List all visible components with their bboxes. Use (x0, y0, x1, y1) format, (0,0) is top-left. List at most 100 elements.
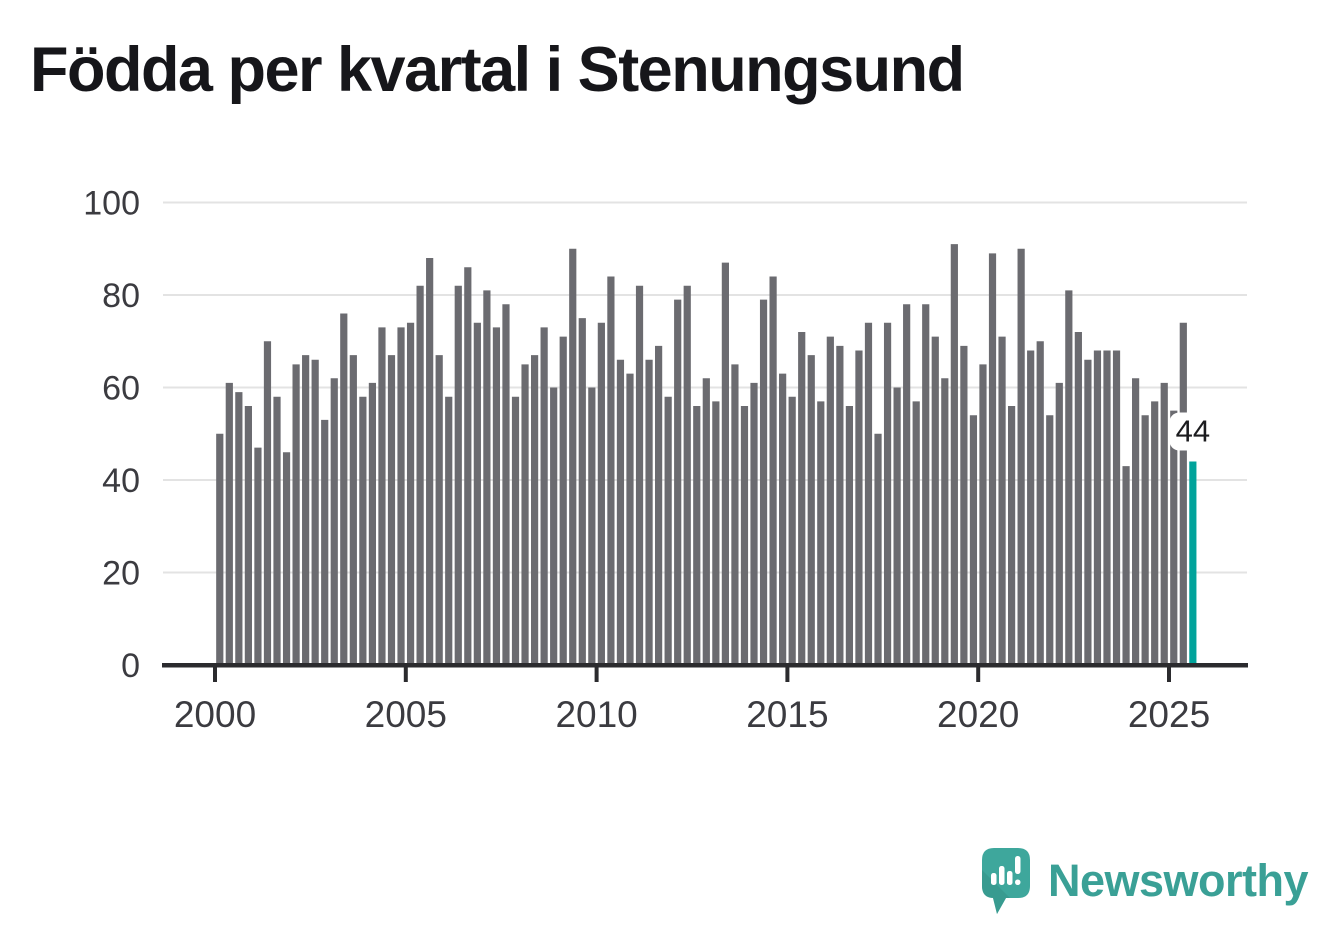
x-tick-label: 2000 (174, 694, 256, 735)
bar (855, 350, 863, 666)
bar (635, 285, 644, 666)
bar (559, 336, 567, 667)
brand-wordmark: Newsworthy (1048, 855, 1309, 906)
newsworthy-bubble-icon (982, 848, 1030, 914)
bar (464, 267, 472, 666)
bar (540, 327, 548, 667)
bar (740, 406, 749, 666)
bar (330, 378, 338, 666)
bar (1017, 248, 1025, 666)
bar (655, 345, 663, 667)
bar (588, 387, 596, 666)
y-tick-label: 0 (121, 647, 140, 685)
bar (511, 396, 520, 666)
births-bar-chart: 0 20 40 60 80 100 2000 2005 2010 2015 2020 2025 44 (83, 185, 1248, 735)
bar (807, 355, 815, 667)
bar (282, 452, 291, 666)
bar (1093, 350, 1102, 666)
bar (979, 364, 987, 667)
bar (550, 387, 558, 666)
bar (950, 244, 958, 667)
bar (235, 392, 243, 667)
bar (263, 341, 272, 666)
bar (225, 382, 233, 667)
bar (359, 396, 367, 666)
bar (893, 387, 901, 666)
bar (1007, 406, 1016, 666)
bar (674, 299, 682, 667)
bar (254, 447, 262, 667)
bar (998, 336, 1006, 667)
value-callout-label: 44 (1176, 414, 1210, 449)
bar (874, 433, 882, 666)
bar (769, 276, 777, 666)
bar (664, 396, 672, 666)
y-tick-label: 20 (102, 555, 140, 593)
bar (578, 318, 586, 667)
y-tick-label: 80 (102, 277, 140, 315)
bar (750, 382, 758, 667)
bar (645, 359, 653, 666)
x-tick-label: 2010 (555, 694, 637, 735)
bar (597, 322, 605, 666)
bar (721, 262, 729, 667)
bar (845, 406, 854, 666)
bar (1036, 341, 1044, 666)
bar (492, 327, 501, 667)
bar (340, 313, 348, 666)
bar (1141, 415, 1149, 666)
bar (693, 406, 701, 666)
bar (445, 396, 453, 666)
bar (1065, 290, 1073, 667)
bar (483, 290, 491, 667)
bar (798, 332, 806, 666)
bar (788, 396, 796, 666)
bar (1170, 410, 1178, 667)
bar (426, 258, 434, 666)
bar (607, 276, 615, 666)
bar (321, 419, 329, 667)
bar (702, 378, 710, 666)
bar (454, 285, 462, 666)
bar (1046, 415, 1054, 666)
bar (1179, 322, 1187, 666)
bar (387, 355, 396, 667)
y-tick-label: 40 (102, 462, 140, 500)
bar (530, 355, 539, 667)
value-callout (1169, 412, 1217, 451)
bar (273, 396, 281, 666)
bar (759, 299, 768, 667)
bar (912, 401, 920, 667)
chart-title: Födda per kvartal i Stenungsund (30, 35, 965, 105)
bar (988, 253, 997, 667)
bar (292, 364, 300, 667)
bar (1074, 332, 1082, 666)
bar (779, 373, 787, 667)
y-tick-label: 60 (102, 370, 140, 408)
bar (1112, 350, 1121, 666)
bar (1132, 378, 1140, 666)
bar (349, 355, 357, 667)
bar (521, 364, 529, 667)
bar (1027, 350, 1035, 666)
bar (1151, 401, 1159, 667)
bar (435, 355, 443, 667)
bar (931, 336, 939, 667)
bar (1160, 382, 1168, 667)
x-tick-label: 2025 (1128, 694, 1210, 735)
bar (397, 327, 405, 667)
bar (368, 382, 377, 667)
bar (406, 322, 415, 666)
x-tick-label: 2020 (937, 694, 1019, 735)
bar (216, 433, 224, 666)
bar (302, 355, 310, 667)
bar (712, 401, 720, 667)
bar (864, 322, 873, 666)
bar (244, 406, 252, 666)
bar (969, 415, 978, 666)
bar (883, 322, 892, 666)
bar (960, 345, 968, 667)
newsworthy-logo: Newsworthy (976, 840, 1322, 920)
x-tick-label: 2015 (746, 694, 828, 735)
